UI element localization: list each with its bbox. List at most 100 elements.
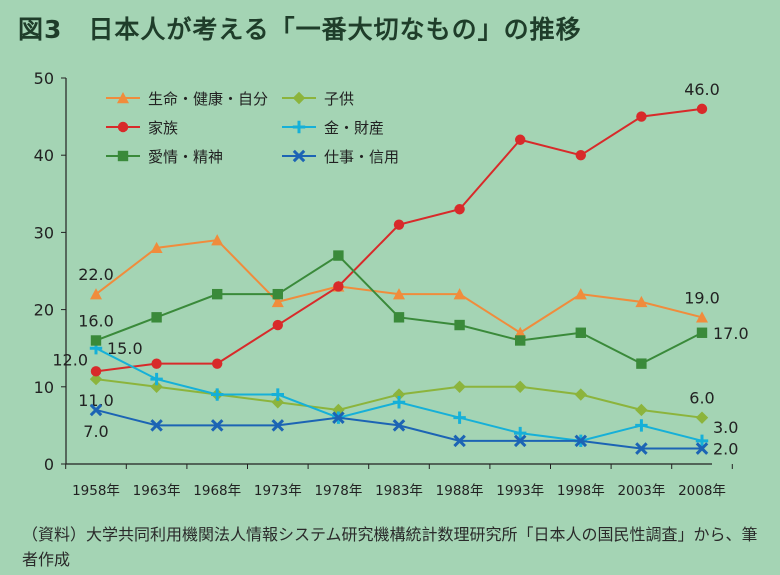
legend-label: 金・財産 bbox=[324, 119, 384, 137]
legend-label: 愛情・精神 bbox=[148, 148, 223, 166]
legend-label: 生命・健康・自分 bbox=[148, 90, 268, 108]
x-tick-label: 1958年 bbox=[72, 483, 120, 499]
legend-item: 仕事・信用 bbox=[282, 148, 399, 166]
legend-marker bbox=[117, 92, 129, 104]
data-point bbox=[574, 388, 587, 401]
data-point bbox=[90, 366, 102, 377]
data-point bbox=[90, 288, 102, 300]
y-tick-label: 20 bbox=[34, 301, 54, 320]
data-point bbox=[333, 250, 344, 261]
data-point bbox=[271, 419, 285, 432]
data-label: 46.0 bbox=[684, 80, 720, 99]
data-point bbox=[575, 327, 586, 338]
data-point bbox=[90, 335, 102, 346]
series-line bbox=[95, 254, 703, 365]
legend-label: 子供 bbox=[324, 90, 354, 108]
page-title: 図3 日本人が考える「一番大切なもの」の推移 bbox=[18, 15, 582, 44]
data-point bbox=[635, 295, 648, 308]
data-point bbox=[392, 388, 406, 401]
data-point bbox=[453, 434, 466, 448]
data-point bbox=[575, 150, 586, 161]
data-point bbox=[271, 396, 284, 409]
data-point bbox=[453, 411, 466, 424]
data-label: 11.0 bbox=[78, 391, 114, 410]
data-label: 17.0 bbox=[713, 324, 749, 343]
data-point bbox=[696, 327, 708, 338]
data-point bbox=[574, 434, 588, 448]
data-point bbox=[696, 311, 708, 323]
data-label: 3.0 bbox=[713, 418, 738, 437]
y-tick-label: 0 bbox=[44, 455, 54, 474]
data-point bbox=[211, 234, 224, 246]
y-tick-label: 40 bbox=[34, 146, 54, 165]
legend-item: 愛情・精神 bbox=[106, 148, 223, 166]
data-label: 19.0 bbox=[684, 288, 720, 307]
data-label: 2.0 bbox=[713, 440, 738, 459]
legend-label: 仕事・信用 bbox=[324, 148, 399, 166]
data-label: 6.0 bbox=[689, 389, 714, 408]
data-point bbox=[453, 380, 466, 393]
data-label: 12.0 bbox=[52, 350, 88, 369]
data-point bbox=[636, 111, 647, 122]
data-point bbox=[89, 372, 103, 386]
data-point bbox=[150, 380, 163, 393]
data-point bbox=[515, 335, 526, 346]
legend-marker bbox=[117, 150, 129, 162]
legend-item: 子供 bbox=[282, 90, 354, 108]
data-point bbox=[635, 419, 648, 432]
data-point bbox=[212, 288, 223, 300]
data-point bbox=[453, 288, 466, 300]
x-tick-label: 1963年 bbox=[133, 483, 181, 499]
data-point bbox=[636, 358, 647, 369]
legend-item: 生命・健康・自分 bbox=[106, 90, 268, 108]
data-point bbox=[393, 288, 405, 300]
data-point bbox=[514, 380, 527, 393]
series-group: 11.0 6.0 bbox=[78, 372, 715, 424]
data-point bbox=[515, 134, 526, 145]
series-group: 7.0 2.0 bbox=[83, 403, 738, 459]
data-point bbox=[393, 312, 405, 323]
data-point bbox=[333, 281, 344, 292]
data-point bbox=[695, 411, 709, 424]
legend-label: 家族 bbox=[148, 119, 178, 137]
series-group: 16.0 17.0 bbox=[78, 250, 749, 369]
legend-marker bbox=[292, 149, 306, 163]
data-label: 22.0 bbox=[78, 265, 114, 284]
x-tick-label: 1983年 bbox=[375, 483, 423, 499]
data-point bbox=[150, 419, 163, 432]
series-line bbox=[95, 408, 702, 450]
x-tick-label: 1988年 bbox=[436, 483, 484, 499]
y-tick-label: 30 bbox=[34, 223, 54, 242]
data-point bbox=[89, 403, 103, 417]
data-label: 16.0 bbox=[78, 311, 114, 330]
data-point bbox=[514, 426, 527, 440]
legend-marker bbox=[292, 91, 306, 105]
data-point bbox=[695, 434, 709, 448]
data-point bbox=[150, 372, 163, 386]
legend-marker bbox=[117, 121, 129, 133]
data-point bbox=[271, 388, 284, 401]
source-note: （資料）大学共同利用機関法人情報システム研究機構統計数理研究所「日本人の国民性調… bbox=[22, 525, 758, 569]
x-tick-label: 1993年 bbox=[496, 483, 544, 499]
chart-series: 22.0 19.0 11.0 6.0 12.0 46.0 15.0 3.0 16.0 17.0 7.… bbox=[52, 80, 748, 459]
series-group: 22.0 19.0 bbox=[78, 234, 720, 338]
data-point bbox=[150, 241, 163, 254]
data-point bbox=[211, 388, 224, 401]
data-point bbox=[151, 358, 162, 369]
data-point bbox=[392, 419, 406, 432]
legend-marker bbox=[292, 120, 306, 134]
data-point bbox=[695, 442, 709, 455]
data-point bbox=[392, 396, 406, 409]
data-point bbox=[151, 312, 162, 323]
x-tick-label: 2003年 bbox=[617, 483, 665, 499]
series-group: 15.0 3.0 bbox=[89, 339, 738, 448]
data-point bbox=[454, 319, 465, 331]
data-point bbox=[212, 358, 223, 369]
data-point bbox=[210, 419, 224, 432]
x-tick-label: 1968年 bbox=[193, 483, 241, 499]
legend-item: 家族 bbox=[106, 119, 178, 137]
x-tick-label: 1998年 bbox=[557, 483, 605, 499]
data-point bbox=[332, 411, 345, 424]
data-point bbox=[514, 326, 527, 338]
